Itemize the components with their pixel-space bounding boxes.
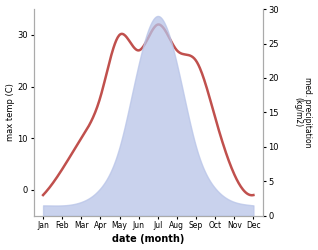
Y-axis label: max temp (C): max temp (C) [5, 84, 15, 141]
Y-axis label: med. precipitation
(kg/m2): med. precipitation (kg/m2) [293, 77, 313, 148]
X-axis label: date (month): date (month) [112, 234, 184, 244]
